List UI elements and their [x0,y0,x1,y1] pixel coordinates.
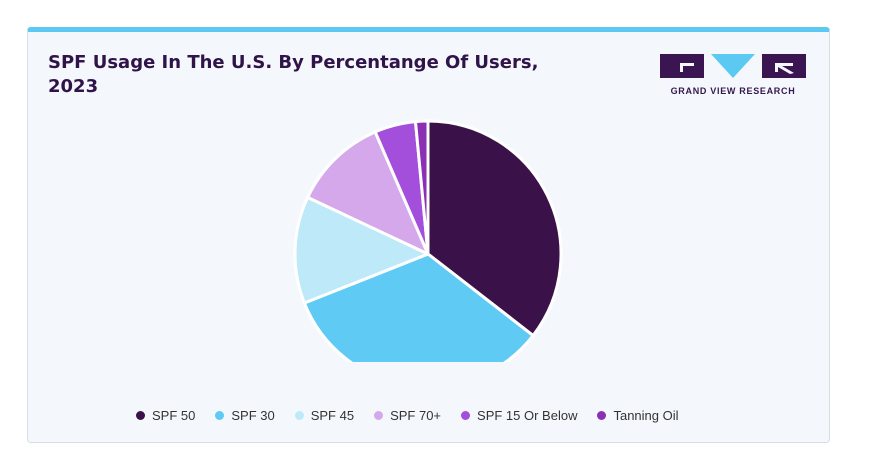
logo-text: GRAND VIEW RESEARCH [670,86,796,96]
chart-card: SPF Usage In The U.S. By Percentange Of … [27,27,830,443]
legend-swatch-icon [461,411,471,420]
grand-view-research-logo: GRAND VIEW RESEARCH [660,54,806,98]
legend-item: SPF 30 [215,408,275,423]
legend-item: SPF 50 [136,408,195,423]
chart-legend: SPF 50 SPF 30 SPF 45 SPF 70+ SPF 15 Or Below… [136,408,699,423]
legend-item: SPF 45 [294,408,355,423]
legend-item: SPF 70+ [374,408,441,423]
legend-label: SPF 70+ [390,408,442,423]
legend-item: SPF 15 Or Below [461,408,577,423]
pie-slice-spf-70 [306,130,430,256]
legend-label: Tanning Oil [613,408,679,423]
pie-slice-spf-50 [426,119,563,338]
legend-label: SPF 15 Or Below [477,408,578,423]
legend-label: SPF 45 [310,408,355,423]
legend-swatch-icon [374,411,384,420]
legend-swatch-icon [215,411,225,420]
logo-mark-icon [660,54,806,78]
legend-label: SPF 50 [152,408,196,423]
legend-item: Tanning Oil [597,408,679,423]
pie-chart [293,119,563,362]
legend-swatch-icon [294,411,304,420]
pie-slice-tanning-oil [413,119,430,256]
legend-label: SPF 30 [231,408,275,423]
legend-swatch-icon [597,411,607,420]
chart-title: SPF Usage In The U.S. By Percentange Of … [48,52,539,97]
pie-slice-spf-45 [293,195,430,305]
legend-swatch-icon [136,411,145,420]
